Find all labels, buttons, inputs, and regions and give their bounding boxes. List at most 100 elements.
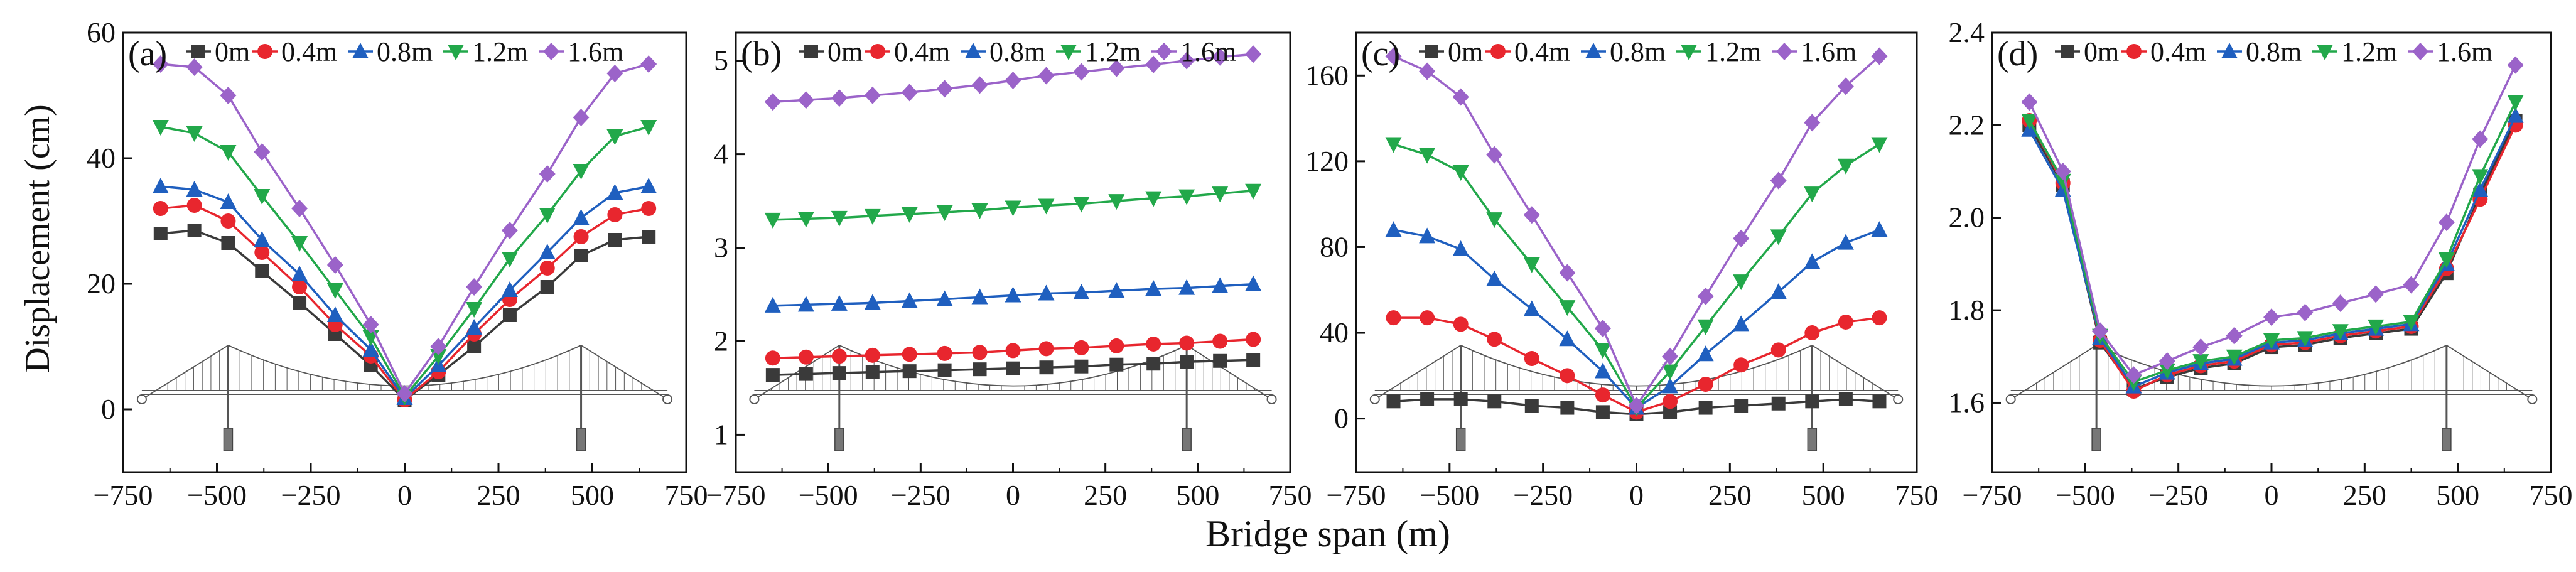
- chart-panel-2: −750 −500 −250 0 250 500 750 1 2 3 4 5 (b) 0m 0.4m 0.8m…: [706, 33, 1312, 511]
- y-tick-label: 60: [87, 16, 116, 48]
- data-point: [1698, 288, 1714, 305]
- data-point: [220, 213, 235, 229]
- bridge-foundation: [1457, 428, 1465, 451]
- data-point: [1770, 172, 1787, 190]
- x-tick-label: −250: [891, 479, 951, 511]
- data-point: [1074, 360, 1088, 374]
- legend: 0m 0.4m 0.8m 1.2m 1.6m: [1419, 36, 1857, 67]
- data-point: [327, 256, 343, 274]
- data-point: [1559, 330, 1575, 346]
- bridge-foundation: [1808, 428, 1816, 451]
- y-tick-label: 3: [714, 232, 728, 264]
- data-point: [1595, 343, 1611, 359]
- data-point: [1838, 315, 1853, 330]
- data-point: [1006, 362, 1020, 375]
- legend-entry: 0.4m: [2150, 36, 2206, 67]
- bridge-main-cable: [1375, 345, 1898, 399]
- panels-group: −750 −500 −250 0 250 500 7500204060(a) 0m 0.4m 0.…: [87, 16, 2573, 511]
- y-tick-label: 0: [1334, 402, 1349, 434]
- data-point: [1699, 401, 1713, 415]
- bridge-foundation: [1182, 428, 1191, 451]
- legend-entry: 1.6m: [568, 36, 623, 67]
- data-point: [188, 224, 202, 237]
- y-axis-label: Displacement (cm): [18, 104, 57, 373]
- data-point: [2297, 304, 2313, 321]
- y-tick-label: 1.8: [1949, 294, 1985, 326]
- data-point: [1074, 340, 1089, 355]
- legend-entry: 1.2m: [1085, 36, 1141, 67]
- bridge-anchor: [137, 395, 146, 404]
- data-point: [1772, 397, 1786, 411]
- data-point: [799, 350, 814, 365]
- x-axis-label: Bridge span (m): [1205, 513, 1450, 554]
- data-point: [1698, 345, 1714, 361]
- data-point: [1559, 264, 1575, 281]
- data-point: [973, 345, 988, 360]
- bridge-anchor: [663, 395, 672, 404]
- data-point: [2263, 308, 2280, 326]
- bridge-foundation: [577, 428, 586, 451]
- bridge-foundation: [224, 428, 232, 451]
- legend-marker: [2061, 45, 2074, 58]
- data-point: [1213, 354, 1227, 368]
- data-point: [1453, 240, 1469, 256]
- data-point: [641, 201, 656, 216]
- y-tick-label: 2.0: [1949, 202, 1985, 234]
- data-point: [2403, 276, 2420, 294]
- x-tick-label: −750: [1963, 479, 2022, 511]
- displacement-figure: Displacement (cm) Bridge span (m) −750 −5…: [0, 0, 2576, 572]
- series-line: [1394, 230, 1880, 407]
- x-tick-label: −750: [706, 479, 766, 511]
- data-point: [798, 91, 814, 109]
- data-point: [1146, 357, 1160, 370]
- data-point: [220, 193, 236, 209]
- data-point: [1038, 67, 1054, 85]
- y-tick-label: 120: [1305, 145, 1349, 177]
- bridge-anchor: [2007, 395, 2015, 404]
- legend-entry: 1.2m: [472, 36, 528, 67]
- panel-label: (b): [741, 35, 782, 73]
- data-point: [221, 236, 235, 250]
- legend-entry: 0.8m: [2246, 36, 2302, 67]
- data-point: [1524, 300, 1540, 316]
- data-point: [937, 80, 953, 97]
- data-point: [607, 207, 622, 222]
- bridge-schematic: [2007, 345, 2537, 451]
- plot-frame: [1992, 33, 2551, 472]
- data-point: [1453, 316, 1469, 332]
- bridge-anchor: [750, 395, 758, 404]
- legend-entry: 0.8m: [377, 36, 433, 67]
- x-tick-label: 250: [1084, 479, 1127, 511]
- legend-entry: 1.2m: [2341, 36, 2397, 67]
- legend-entry: 0m: [215, 36, 250, 67]
- data-point: [765, 93, 781, 111]
- data-point: [2368, 285, 2384, 303]
- x-tick-label: −500: [187, 479, 247, 511]
- data-point: [1595, 387, 1610, 402]
- legend-entry: 1.6m: [1801, 36, 1857, 67]
- data-point: [902, 84, 918, 101]
- x-tick-label: 750: [1895, 479, 1939, 511]
- data-point: [1524, 206, 1540, 224]
- legend-marker: [804, 45, 818, 58]
- x-tick-label: 250: [1708, 479, 1752, 511]
- panel-label: (c): [1361, 35, 1400, 73]
- legend-entry: 1.6m: [1180, 36, 1236, 67]
- y-tick-label: 40: [1320, 316, 1349, 348]
- panel-label: (d): [1997, 35, 2038, 73]
- data-point: [1245, 45, 1261, 63]
- chart-panel-1: −750 −500 −250 0 250 500 7500204060(a) 0m 0.4m 0.…: [87, 16, 708, 511]
- data-point: [1838, 234, 1854, 250]
- data-point: [608, 233, 622, 247]
- data-point: [255, 264, 269, 278]
- data-point: [1245, 276, 1261, 291]
- x-tick-label: −500: [1420, 479, 1479, 511]
- y-tick-label: 2: [714, 325, 728, 357]
- y-tick-label: 0: [101, 393, 116, 425]
- data-point: [541, 280, 554, 294]
- data-point: [540, 261, 555, 276]
- data-point: [1872, 394, 1886, 408]
- data-point: [1005, 72, 1021, 89]
- data-point: [574, 249, 588, 262]
- data-point: [902, 347, 917, 362]
